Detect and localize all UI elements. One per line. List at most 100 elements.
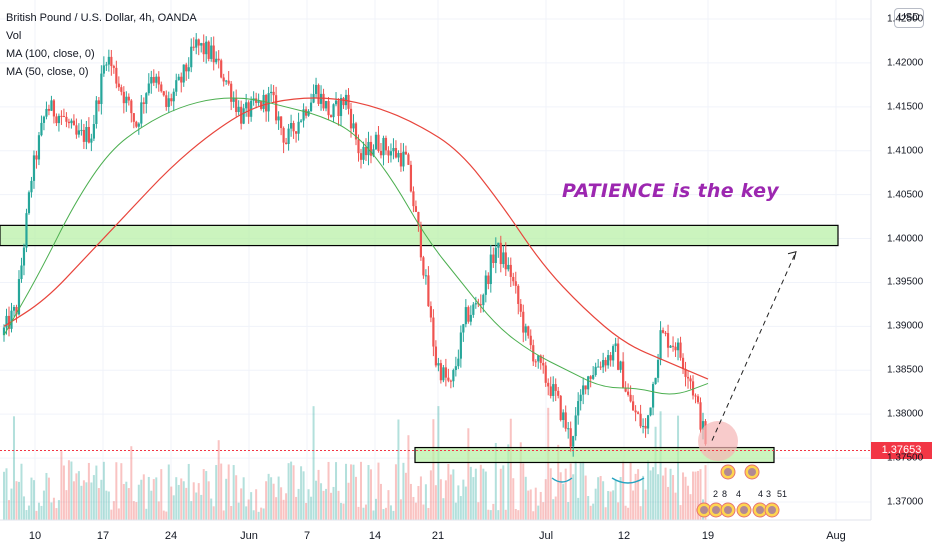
candle-body bbox=[314, 84, 318, 94]
candle-body bbox=[327, 101, 330, 116]
volume-bar bbox=[654, 426, 657, 520]
volume-bar bbox=[372, 510, 375, 520]
volume-bar bbox=[42, 490, 45, 520]
candle-body bbox=[429, 306, 432, 318]
volume-bar bbox=[567, 502, 570, 520]
volume-bar bbox=[95, 465, 98, 520]
price-axis[interactable] bbox=[871, 0, 932, 520]
candle-body bbox=[275, 95, 278, 121]
time-tick-label: Jun bbox=[240, 530, 258, 542]
candle-body bbox=[604, 360, 607, 366]
volume-bar bbox=[135, 502, 138, 520]
candle-body bbox=[684, 368, 687, 377]
volume-bar bbox=[377, 462, 380, 520]
highlight-circle[interactable] bbox=[698, 421, 738, 461]
volume-bar bbox=[589, 505, 592, 520]
volume-bar bbox=[562, 483, 565, 520]
candle-body bbox=[102, 65, 105, 74]
symbol-title[interactable]: British Pound / U.S. Dollar, 4h, OANDA bbox=[6, 12, 197, 24]
event-count: 4 bbox=[736, 489, 741, 499]
candle-body bbox=[592, 374, 595, 379]
candle-body bbox=[389, 151, 393, 156]
price-tick-label: 1.37500 bbox=[887, 452, 924, 464]
candle-body bbox=[409, 164, 413, 192]
legend-ma100[interactable]: MA (100, close, 0) bbox=[6, 48, 95, 60]
currency-button[interactable]: USD bbox=[894, 8, 924, 28]
volume-bar bbox=[417, 486, 420, 520]
candle-body bbox=[614, 343, 617, 347]
candle-body bbox=[207, 41, 210, 59]
volume-bar bbox=[297, 488, 300, 520]
volume-bar bbox=[549, 468, 552, 520]
candle-body bbox=[632, 401, 635, 411]
volume-bar bbox=[374, 498, 377, 520]
volume-bar bbox=[287, 463, 290, 520]
volume-bar bbox=[537, 505, 540, 520]
resistance-zone[interactable] bbox=[0, 224, 839, 247]
time-tick-label: 7 bbox=[303, 530, 311, 542]
projection-arrow[interactable] bbox=[711, 251, 797, 441]
candle-body bbox=[599, 366, 602, 368]
volume-bar bbox=[22, 496, 25, 520]
candle-body bbox=[574, 415, 577, 437]
candle-body bbox=[419, 225, 423, 258]
candle-body bbox=[235, 98, 238, 113]
candle-body bbox=[639, 413, 642, 427]
volume-bar bbox=[185, 487, 188, 520]
legend-ma50[interactable]: MA (50, close, 0) bbox=[6, 66, 89, 78]
volume-bar bbox=[347, 482, 350, 520]
volume-bar bbox=[517, 510, 520, 520]
event-markers[interactable]: 2 8 4 4 3 51 bbox=[696, 464, 787, 518]
volume-bar bbox=[355, 476, 357, 520]
volume-bar bbox=[462, 479, 465, 520]
support-zone[interactable] bbox=[414, 446, 775, 464]
candle-body bbox=[225, 80, 228, 82]
candle-body bbox=[559, 395, 562, 421]
candle-body bbox=[107, 56, 110, 65]
candle-body bbox=[542, 362, 545, 366]
candle-body bbox=[137, 123, 140, 127]
price-tick-label: 1.40500 bbox=[887, 189, 924, 201]
candle-body bbox=[132, 113, 135, 122]
candle-body bbox=[487, 275, 490, 285]
volume-bar bbox=[225, 478, 228, 520]
candle-body bbox=[357, 139, 360, 154]
candle-body bbox=[222, 77, 225, 82]
candle-body bbox=[62, 116, 66, 118]
volume-bar bbox=[30, 477, 33, 520]
time-tick-label: 14 bbox=[368, 530, 382, 542]
volume-bar bbox=[649, 470, 652, 520]
volume-bar bbox=[140, 479, 143, 520]
candle-body bbox=[397, 153, 400, 158]
volume-bar bbox=[327, 461, 330, 520]
legend-vol[interactable]: Vol bbox=[6, 30, 22, 42]
price-tick-label: 1.39500 bbox=[887, 276, 924, 288]
candle-body bbox=[671, 345, 675, 347]
volume-bar bbox=[427, 507, 430, 520]
volume-bar bbox=[694, 471, 697, 520]
volume-bar bbox=[122, 484, 125, 520]
volume-bar bbox=[192, 482, 195, 520]
candle-body bbox=[60, 115, 63, 117]
volume-bar bbox=[182, 481, 185, 520]
volume-bar bbox=[210, 498, 213, 520]
volume-bar bbox=[280, 487, 283, 520]
volume-bar bbox=[409, 483, 412, 520]
candle-body bbox=[40, 122, 43, 136]
volume-bar bbox=[72, 481, 75, 520]
volume-bar bbox=[87, 462, 90, 520]
candle-body bbox=[272, 91, 275, 96]
price-tick-label: 1.41500 bbox=[887, 101, 924, 113]
volume-bar bbox=[494, 442, 497, 520]
candle-body bbox=[517, 285, 520, 304]
volume-bar bbox=[145, 508, 148, 520]
candle-body bbox=[394, 148, 398, 158]
candle-body bbox=[696, 396, 700, 403]
volume-bar bbox=[260, 507, 263, 520]
volume-bar bbox=[557, 444, 560, 520]
candle-body bbox=[512, 276, 515, 282]
candle-body bbox=[217, 58, 220, 61]
price-tick-label: 1.38500 bbox=[887, 364, 924, 376]
volume-bar bbox=[642, 475, 645, 520]
